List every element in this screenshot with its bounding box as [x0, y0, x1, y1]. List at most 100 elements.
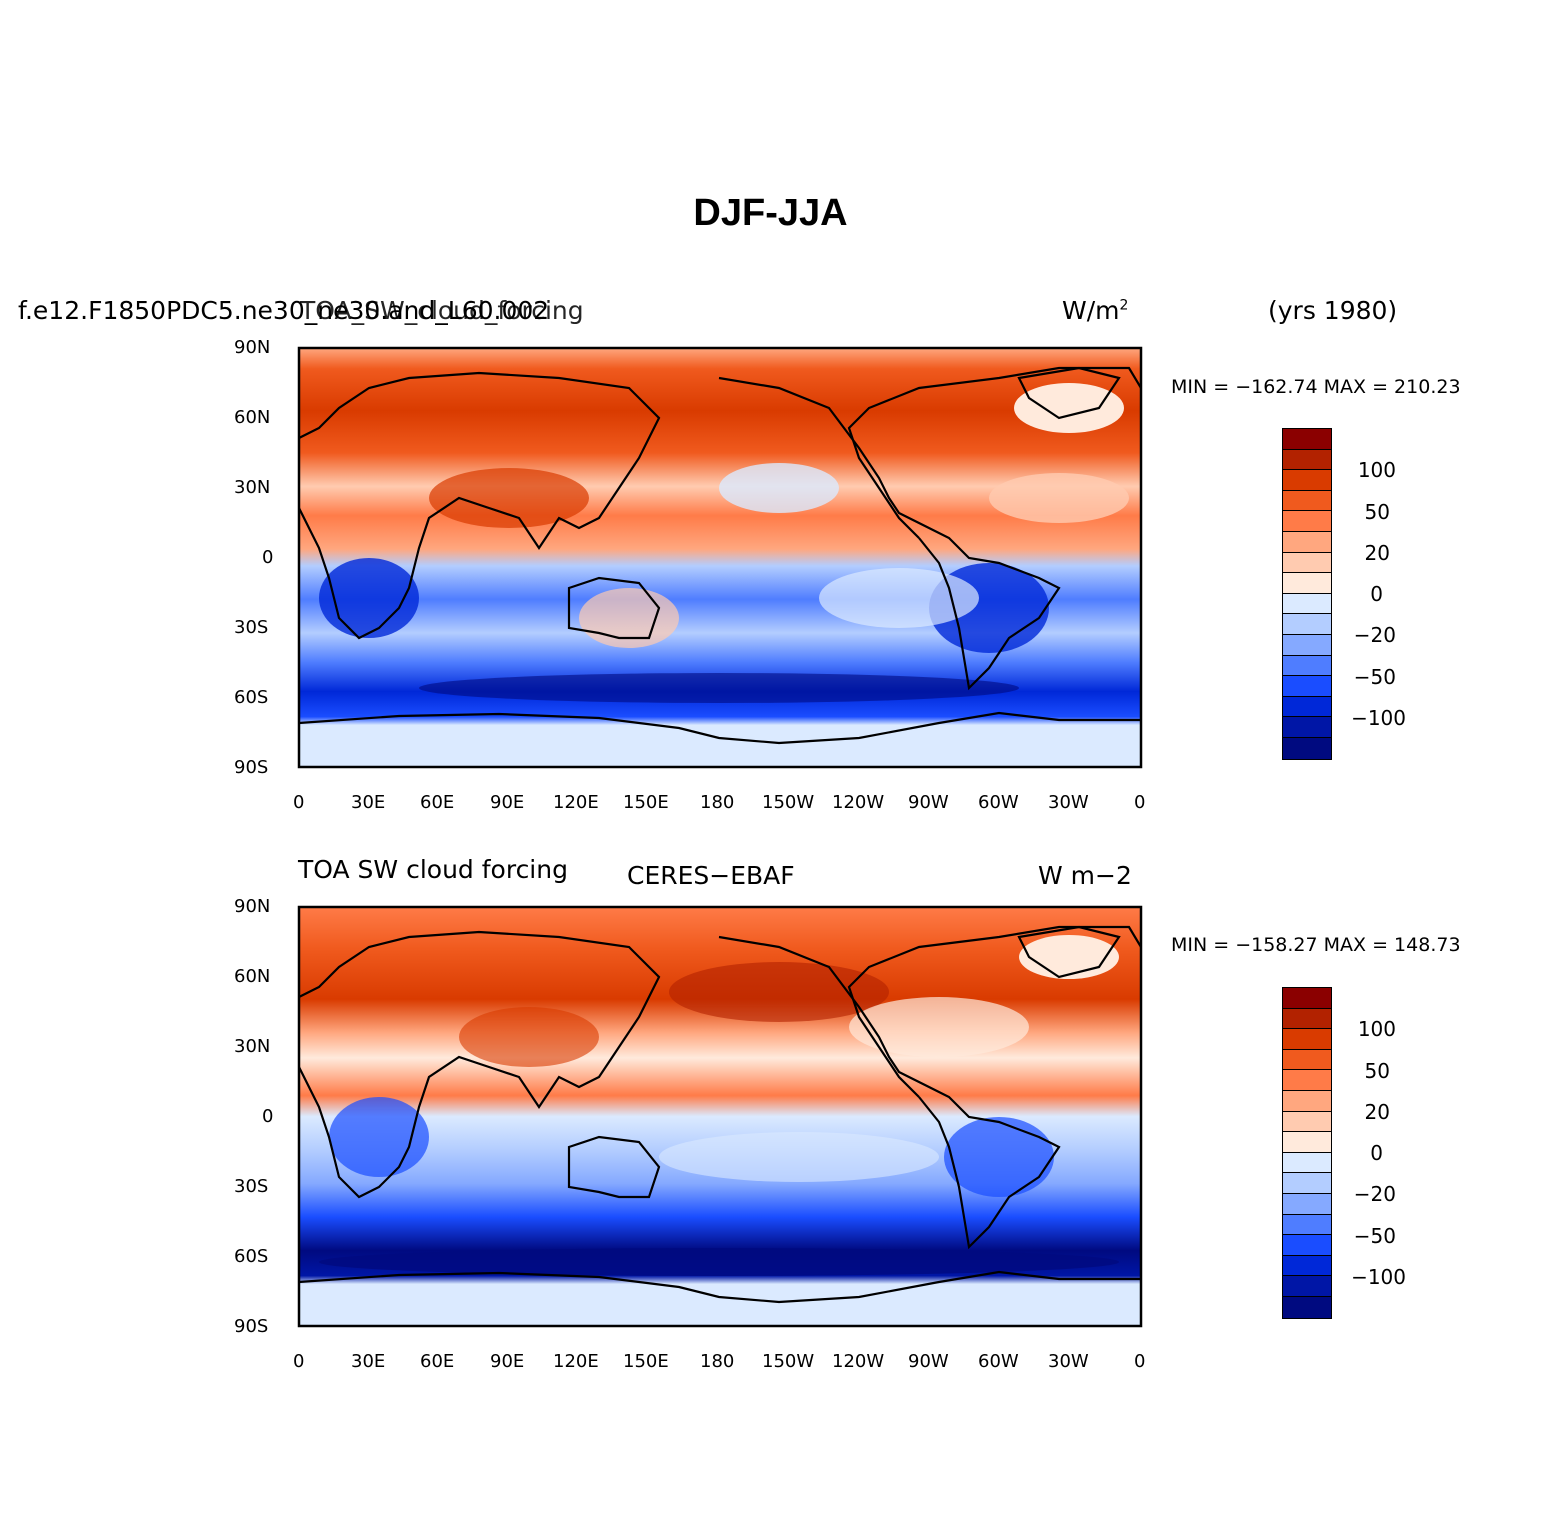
panel1-colorbar — [1282, 428, 1332, 760]
colorbar-swatch — [1283, 593, 1331, 615]
lon-tick: 90W — [908, 1351, 949, 1372]
lat-tick: 0 — [262, 547, 274, 568]
lon-tick: 150W — [762, 792, 815, 813]
colorbar-swatch — [1283, 696, 1331, 718]
lat-tick: 90S — [234, 757, 269, 778]
lon-tick: 30E — [351, 792, 386, 813]
lon-tick: 120E — [553, 792, 599, 813]
panel1-field — [299, 348, 1141, 767]
colorbar-label: −100 — [1351, 1265, 1406, 1289]
panel2-min-max: MIN = −158.27 MAX = 148.73 — [1171, 934, 1461, 956]
lat-tick: 0 — [262, 1106, 274, 1127]
colorbar-label: −20 — [1353, 1182, 1396, 1206]
lon-tick: 60E — [420, 1351, 455, 1372]
panel2-coastlines — [299, 925, 1141, 1304]
lon-tick: 90E — [490, 1351, 525, 1372]
colorbar-label: 20 — [1364, 1100, 1390, 1124]
colorbar-swatch — [1283, 1132, 1331, 1153]
lon-tick: 120E — [553, 1351, 599, 1372]
colorbar-swatch — [1283, 1111, 1331, 1133]
colorbar-swatch — [1283, 676, 1331, 697]
panel2-colorbar — [1282, 987, 1332, 1319]
panel2-source-label: CERES−EBAF — [627, 861, 795, 890]
lat-tick: 60N — [234, 966, 271, 987]
lon-tick: 60E — [420, 792, 455, 813]
lat-tick: 90N — [234, 337, 271, 358]
colorbar-label: −100 — [1351, 706, 1406, 730]
colorbar-swatch — [1283, 1296, 1331, 1318]
colorbar-swatch — [1283, 1029, 1331, 1050]
colorbar-swatch — [1283, 1070, 1331, 1091]
panel1-min-max: MIN = −162.74 MAX = 210.23 — [1171, 376, 1461, 398]
lon-tick: 60W — [978, 792, 1019, 813]
colorbar-swatch — [1283, 655, 1331, 677]
lon-tick: 150W — [762, 1351, 815, 1372]
colorbar-swatch — [1283, 717, 1331, 738]
lat-tick: 30S — [234, 1176, 269, 1197]
colorbar-label: −20 — [1353, 623, 1396, 647]
colorbar-swatch — [1283, 552, 1331, 574]
lon-tick: 120W — [832, 1351, 885, 1372]
lat-tick: 30N — [234, 477, 271, 498]
lat-tick: 90S — [234, 1316, 269, 1337]
colorbar-swatch — [1283, 614, 1331, 635]
panel1-units: W/m2 — [1062, 296, 1129, 325]
lon-tick: 30E — [351, 1351, 386, 1372]
panel1-case-label: f.e12.F1850PDC5.ne30_ne30.and_L60.002 — [18, 296, 550, 325]
years-label: (yrs 1980) — [1268, 296, 1398, 325]
colorbar-swatch — [1283, 573, 1331, 594]
panel1-map — [299, 348, 1141, 767]
colorbar-swatch — [1283, 1276, 1331, 1297]
figure-title: DJF-JJA — [693, 192, 848, 234]
lon-tick: 90E — [490, 792, 525, 813]
lon-tick: 120W — [832, 792, 885, 813]
lat-tick: 60S — [234, 1246, 269, 1267]
colorbar-label: −50 — [1353, 1224, 1396, 1248]
colorbar-swatch — [1283, 1173, 1331, 1194]
panel2-field — [299, 907, 1141, 1326]
lon-tick: 0 — [293, 1351, 305, 1372]
lat-tick: 60S — [234, 687, 269, 708]
lon-tick: 30W — [1048, 792, 1089, 813]
lat-tick: 30N — [234, 1036, 271, 1057]
lat-tick: 60N — [234, 407, 271, 428]
panel2-variable-label: TOA SW cloud forcing — [298, 855, 568, 884]
colorbar-swatch — [1283, 429, 1331, 450]
lat-tick: 30S — [234, 617, 269, 638]
colorbar-swatch — [1283, 470, 1331, 491]
lon-tick: 180 — [700, 1351, 735, 1372]
colorbar-swatch — [1283, 1214, 1331, 1236]
colorbar-swatch — [1283, 511, 1331, 532]
lon-tick: 60W — [978, 1351, 1019, 1372]
colorbar-swatch — [1283, 634, 1331, 656]
colorbar-label: 100 — [1357, 458, 1396, 482]
colorbar-label: 50 — [1364, 1059, 1390, 1083]
colorbar-swatch — [1283, 1235, 1331, 1256]
lon-tick: 150E — [623, 1351, 669, 1372]
colorbar-label: 0 — [1370, 1141, 1383, 1165]
colorbar-swatch — [1283, 1049, 1331, 1071]
lon-tick: 90W — [908, 792, 949, 813]
colorbar-swatch — [1283, 1152, 1331, 1174]
colorbar-label: 50 — [1364, 500, 1390, 524]
lon-tick: 180 — [700, 792, 735, 813]
colorbar-swatch — [1283, 490, 1331, 512]
colorbar-swatch — [1283, 737, 1331, 759]
lon-tick: 30W — [1048, 1351, 1089, 1372]
colorbar-swatch — [1283, 1193, 1331, 1215]
lon-tick: 0 — [1134, 1351, 1146, 1372]
colorbar-swatch — [1283, 1008, 1331, 1030]
panel1-coastlines — [299, 366, 1141, 745]
colorbar-label: 20 — [1364, 541, 1390, 565]
colorbar-label: 0 — [1370, 582, 1383, 606]
lat-tick: 90N — [234, 896, 271, 917]
lon-tick: 0 — [1134, 792, 1146, 813]
colorbar-label: 100 — [1357, 1017, 1396, 1041]
colorbar-swatch — [1283, 531, 1331, 553]
lon-tick: 0 — [293, 792, 305, 813]
panel1-variable-label: TOA_SW_cloud_forcing — [300, 296, 584, 325]
panel2-map — [299, 907, 1141, 1326]
colorbar-swatch — [1283, 1090, 1331, 1112]
